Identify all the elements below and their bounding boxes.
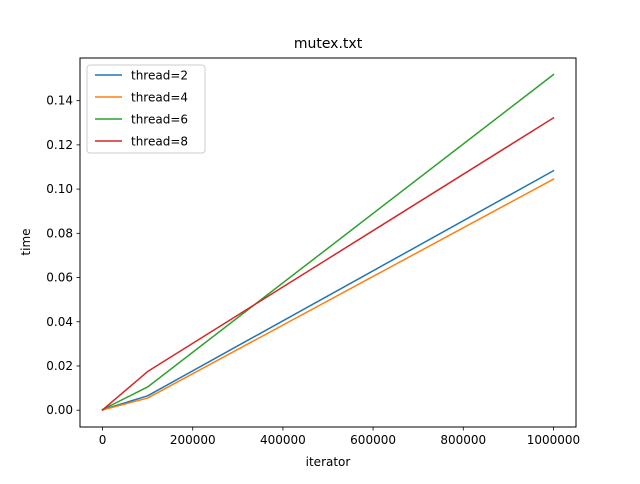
y-tick-label: 0.04: [46, 315, 73, 329]
y-tick-label: 0.14: [46, 94, 73, 108]
x-tick-label: 200000: [170, 433, 216, 447]
x-tick-label: 0: [99, 433, 107, 447]
legend-label: thread=8: [131, 135, 188, 149]
plot-area: 0 200000 400000 600000 800000 1000000 0.000.0…: [46, 57, 580, 447]
legend: thread=2 thread=4 thread=6 thread=8: [86, 64, 206, 154]
axes-frame: [79, 57, 577, 428]
series-line-thread-8: [101, 116, 555, 412]
series-line-thread-2: [101, 169, 555, 411]
legend-label: thread=2: [131, 69, 188, 83]
y-tick-label: 0.12: [46, 138, 73, 152]
y-tick-label: 0.06: [46, 271, 73, 285]
y-tick-label: 0.02: [46, 359, 73, 373]
chart-title: mutex.txt: [294, 36, 363, 52]
legend-items: thread=2 thread=4 thread=6 thread=8: [95, 69, 188, 149]
x-tick-label: 800000: [440, 433, 486, 447]
y-tick-label: 0.00: [46, 403, 73, 417]
legend-label: thread=6: [131, 113, 188, 127]
legend-label: thread=4: [131, 91, 188, 105]
x-tick-label: 600000: [350, 433, 396, 447]
x-axis-label: iterator: [306, 455, 351, 469]
series-lines: [101, 73, 555, 412]
x-axis-ticks: 0 200000 400000 600000 800000 1000000: [99, 427, 580, 447]
y-tick-label: 0.10: [46, 182, 73, 196]
x-tick-label: 1000000: [527, 433, 580, 447]
y-axis-ticks: 0.00 0.02 0.04 0.06 0.08 0.10 0.12 0.14: [46, 94, 80, 417]
series-line-thread-6: [101, 73, 555, 411]
y-tick-label: 0.08: [46, 226, 73, 240]
y-axis-label: time: [19, 228, 33, 255]
legend-box: [86, 64, 206, 154]
x-tick-label: 400000: [260, 433, 306, 447]
series-line-thread-4: [101, 178, 555, 411]
